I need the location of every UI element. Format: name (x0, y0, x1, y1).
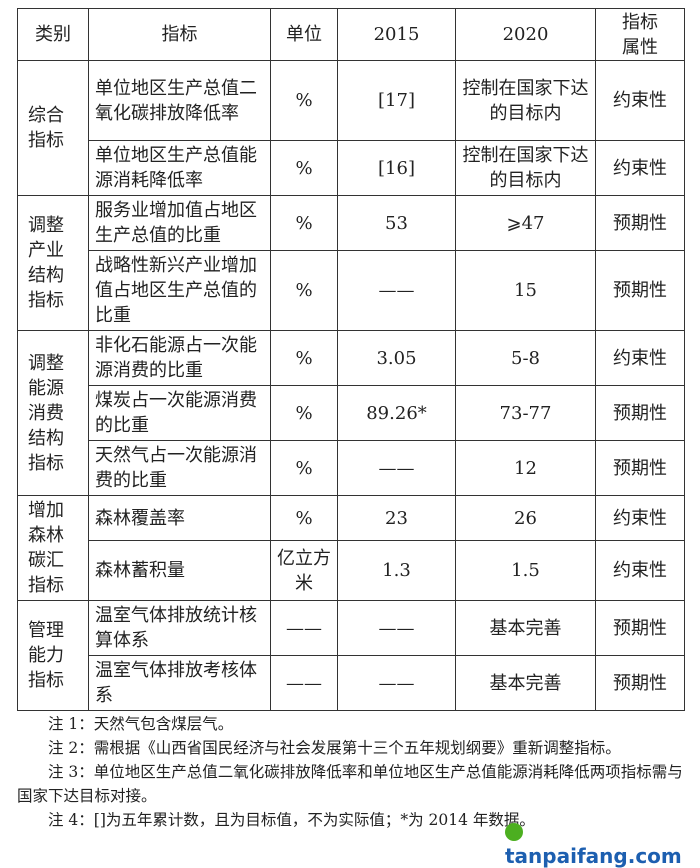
table-row: 调整产业结构指标 服务业增加值占地区生产总值的比重% 53 ⩾47 预期性 (17, 195, 685, 331)
watermark-logo: tanpaifang.com (505, 820, 700, 868)
indicator-cell: 天然气占一次能源消费的比重 (88, 440, 271, 496)
note: 注 4：[]为五年累计数，且为目标值，不为实际值；*为 2014 年数据。 (48, 811, 535, 829)
unit-cell: % (270, 440, 338, 496)
attribute-cell: 约束性 (595, 540, 685, 601)
header-cell: 单位 (270, 8, 338, 61)
category-cell: 调整产业结构指标 (17, 195, 89, 331)
header-row: 类别 指标 单位 2015 2020 指标属性 (17, 8, 685, 61)
value-2020-cell: 5-8 (455, 330, 596, 386)
value-2015-cell: 53 (337, 195, 456, 251)
indicator-cell: 战略性新兴产业增加值占地区生产总值的比重 (88, 250, 271, 331)
header-cell: 2020 (455, 8, 596, 61)
category-cell: 调整能源消费结构指标 (17, 330, 89, 496)
indicator-cell: 森林蓄积量 (88, 540, 271, 601)
table-row: 管理能力指标 温室气体排放统计核算体系 —— —— 基本完善 预期性 (17, 600, 685, 711)
table-row: 天然气占一次能源消费的比重% —— 12 预期性 (18, 440, 685, 496)
indicator-cell: 温室气体排放统计核算体系 (88, 600, 271, 656)
value-2015-cell: —— (337, 655, 456, 711)
unit-cell: —— (270, 655, 338, 711)
attribute-cell: 约束性 (595, 495, 685, 541)
unit-cell: % (270, 195, 338, 251)
value-2020-cell: 15 (455, 250, 596, 331)
unit-cell: 亿立方米 (270, 540, 338, 601)
table-row: 综合指标 单位地区生产总值二氧化碳排放降低率% [17] 控制在国家下达的目标内 约束性 (17, 60, 685, 196)
note: 注 1：天然气包含煤层气。 (48, 715, 234, 733)
value-2015-cell: 89.26* (337, 385, 456, 441)
indicator-table: 类别 指标 单位 2015 2020 指标属性 综合指标 单位地区生产总值二氧化碳… (17, 8, 685, 711)
unit-cell: —— (270, 600, 338, 656)
attribute-cell: 预期性 (595, 655, 685, 711)
value-2015-cell: 3.05 (337, 330, 456, 386)
notes: 注 1：天然气包含煤层气。 注 2：需根据《山西省国民经济与社会发展第十三个五年… (17, 712, 683, 832)
unit-cell: % (270, 385, 338, 441)
header-cell: 2015 (337, 8, 456, 61)
category-cell: 增加森林碳汇指标 (17, 495, 89, 601)
value-2020-cell: 12 (455, 440, 596, 496)
category-cell: 综合指标 (17, 60, 89, 196)
watermark-text: tanpaifang.com (505, 844, 682, 868)
value-2015-cell: —— (337, 250, 456, 331)
table-row: 单位地区生产总值能源消耗降低率% [16] 控制在国家下达的目标内 约束性 (18, 140, 685, 196)
unit-cell: % (270, 140, 338, 196)
unit-cell: % (270, 495, 338, 541)
logo-icon (505, 823, 523, 841)
table-row: 战略性新兴产业增加值占地区生产总值的比重% —— 15 预期性 (18, 250, 685, 331)
attribute-cell: 预期性 (595, 385, 685, 441)
note: 注 2：需根据《山西省国民经济与社会发展第十三个五年规划纲要》重新调整指标。 (48, 739, 621, 757)
attribute-cell: 预期性 (595, 440, 685, 496)
attribute-cell: 预期性 (595, 250, 685, 331)
indicator-cell: 温室气体排放考核体系 (88, 655, 271, 711)
header-cell: 指标属性 (595, 8, 685, 61)
value-2020-cell: 基本完善 (455, 600, 596, 656)
unit-cell: % (270, 250, 338, 331)
value-2015-cell: 23 (337, 495, 456, 541)
value-2020-cell: 26 (455, 495, 596, 541)
indicator-cell: 服务业增加值占地区生产总值的比重 (88, 195, 271, 251)
header-cell: 类别 (17, 8, 89, 61)
header-cell: 指标 (88, 8, 271, 61)
table-row: 温室气体排放考核体系 —— —— 基本完善 预期性 (18, 655, 685, 711)
indicator-cell: 单位地区生产总值能源消耗降低率 (88, 140, 271, 196)
value-2020-cell: 控制在国家下达的目标内 (455, 60, 596, 141)
attribute-cell: 预期性 (595, 600, 685, 656)
unit-cell: % (270, 330, 338, 386)
value-2020-cell: 控制在国家下达的目标内 (455, 140, 596, 196)
unit-cell: % (270, 60, 338, 141)
value-2020-cell: 基本完善 (455, 655, 596, 711)
indicator-cell: 非化石能源占一次能源消费的比重 (88, 330, 271, 386)
value-2015-cell: —— (337, 440, 456, 496)
attribute-cell: 约束性 (595, 60, 685, 141)
value-2015-cell: [16] (337, 140, 456, 196)
value-2020-cell: 73-77 (455, 385, 596, 441)
table-row: 调整能源消费结构指标 非化石能源占一次能源消费的比重% 3.05 5-8 约束性 (17, 330, 685, 496)
indicator-cell: 单位地区生产总值二氧化碳排放降低率 (88, 60, 271, 141)
indicator-cell: 森林覆盖率 (88, 495, 271, 541)
indicator-cell: 煤炭占一次能源消费的比重 (88, 385, 271, 441)
attribute-cell: 约束性 (595, 330, 685, 386)
table-row: 增加森林碳汇指标 森林覆盖率% 23 26 约束性 (17, 495, 685, 601)
value-2015-cell: —— (337, 600, 456, 656)
category-cell: 管理能力指标 (17, 600, 89, 711)
value-2020-cell: 1.5 (455, 540, 596, 601)
table-row: 煤炭占一次能源消费的比重% 89.26* 73-77 预期性 (18, 385, 685, 441)
attribute-cell: 约束性 (595, 140, 685, 196)
value-2020-cell: ⩾47 (455, 195, 596, 251)
value-2015-cell: 1.3 (337, 540, 456, 601)
attribute-cell: 预期性 (595, 195, 685, 251)
table-row: 森林蓄积量 亿立方米 1.3 1.5 约束性 (18, 540, 685, 601)
value-2015-cell: [17] (337, 60, 456, 141)
note: 注 3：单位地区生产总值二氧化碳排放降低率和单位地区生产总值能源消耗降低两项指标… (17, 763, 683, 805)
